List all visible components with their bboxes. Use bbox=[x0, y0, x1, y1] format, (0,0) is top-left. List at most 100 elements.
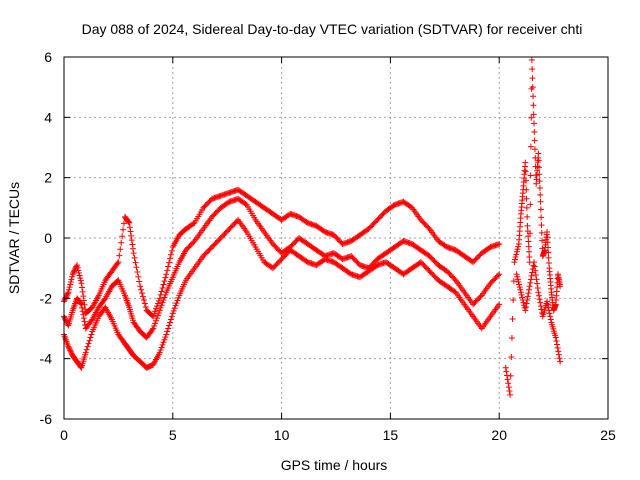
data-point bbox=[531, 137, 538, 144]
data-point bbox=[173, 300, 180, 307]
data-point bbox=[64, 290, 71, 297]
data-point bbox=[523, 186, 530, 193]
data-point bbox=[168, 313, 175, 320]
data-point bbox=[167, 251, 174, 258]
data-point bbox=[510, 297, 517, 304]
data-point bbox=[530, 262, 537, 269]
data-point bbox=[67, 347, 74, 354]
data-point bbox=[172, 302, 179, 309]
data-point bbox=[154, 312, 161, 319]
data-point bbox=[166, 322, 173, 329]
data-point bbox=[161, 336, 168, 343]
data-point bbox=[150, 313, 157, 320]
data-point bbox=[545, 244, 552, 251]
data-point bbox=[69, 271, 76, 278]
data-point bbox=[130, 250, 137, 257]
data-point bbox=[531, 263, 538, 270]
data-marks bbox=[61, 57, 564, 398]
data-point bbox=[117, 246, 124, 253]
data-point bbox=[165, 325, 172, 332]
data-point bbox=[158, 344, 165, 351]
data-point bbox=[525, 243, 532, 250]
data-point bbox=[523, 204, 530, 211]
data-point bbox=[65, 344, 72, 351]
data-point bbox=[162, 334, 169, 341]
data-point bbox=[160, 281, 167, 288]
data-point bbox=[522, 307, 529, 314]
x-tick-label: 0 bbox=[60, 427, 68, 443]
data-point bbox=[545, 254, 552, 261]
data-point bbox=[116, 252, 123, 259]
data-point bbox=[531, 128, 538, 135]
series-group bbox=[61, 216, 503, 371]
data-point bbox=[79, 308, 86, 315]
data-point bbox=[157, 347, 164, 354]
data-point bbox=[156, 349, 163, 356]
data-point bbox=[530, 111, 537, 118]
data-point bbox=[536, 296, 543, 303]
data-point bbox=[140, 297, 147, 304]
y-tick-label: 0 bbox=[44, 230, 52, 246]
data-point bbox=[77, 363, 84, 370]
data-point bbox=[556, 355, 563, 362]
data-point bbox=[516, 281, 523, 288]
data-point bbox=[554, 344, 561, 351]
data-point bbox=[155, 297, 162, 304]
data-point bbox=[77, 277, 84, 284]
data-point bbox=[69, 273, 76, 280]
data-point bbox=[515, 278, 522, 285]
data-point bbox=[190, 220, 197, 227]
data-point bbox=[544, 239, 551, 246]
data-point bbox=[141, 300, 148, 307]
data-point bbox=[163, 331, 170, 338]
data-point bbox=[65, 289, 72, 296]
data-point bbox=[523, 195, 530, 202]
data-point bbox=[158, 288, 165, 295]
data-point bbox=[75, 269, 82, 276]
data-point bbox=[158, 302, 165, 309]
series-group bbox=[502, 57, 564, 398]
data-point bbox=[86, 337, 93, 344]
data-point bbox=[129, 241, 136, 248]
data-point bbox=[75, 267, 82, 274]
data-point bbox=[538, 214, 545, 221]
data-point bbox=[510, 278, 517, 285]
data-point bbox=[120, 220, 127, 227]
data-point bbox=[64, 291, 71, 298]
data-point bbox=[494, 272, 501, 279]
x-tick-label: 15 bbox=[383, 427, 399, 443]
data-point bbox=[537, 198, 544, 205]
data-point bbox=[126, 224, 133, 231]
data-point bbox=[532, 272, 539, 279]
data-point bbox=[155, 309, 162, 316]
data-point bbox=[512, 253, 519, 260]
data-point bbox=[527, 172, 534, 179]
data-point bbox=[139, 293, 146, 300]
data-point bbox=[159, 284, 166, 291]
data-point bbox=[80, 293, 87, 300]
data-point bbox=[520, 299, 527, 306]
data-point bbox=[545, 259, 552, 266]
data-point bbox=[526, 253, 533, 260]
data-point bbox=[68, 276, 75, 283]
data-point bbox=[79, 304, 86, 311]
data-point bbox=[538, 222, 545, 229]
data-point bbox=[522, 303, 529, 310]
data-point bbox=[506, 387, 513, 394]
data-point bbox=[522, 168, 529, 175]
data-point bbox=[70, 268, 77, 275]
data-point bbox=[78, 280, 85, 287]
data-point bbox=[165, 263, 172, 270]
data-point bbox=[528, 57, 535, 64]
data-point bbox=[531, 259, 538, 266]
data-point bbox=[133, 264, 140, 271]
data-point bbox=[142, 303, 149, 310]
y-tick-label: -6 bbox=[40, 411, 53, 427]
x-axis-label: GPS time / hours bbox=[281, 457, 388, 473]
data-point bbox=[88, 331, 95, 338]
data-point bbox=[163, 271, 170, 278]
data-point bbox=[67, 348, 74, 355]
data-point bbox=[80, 315, 87, 322]
data-point bbox=[477, 293, 484, 300]
data-point bbox=[153, 315, 160, 322]
